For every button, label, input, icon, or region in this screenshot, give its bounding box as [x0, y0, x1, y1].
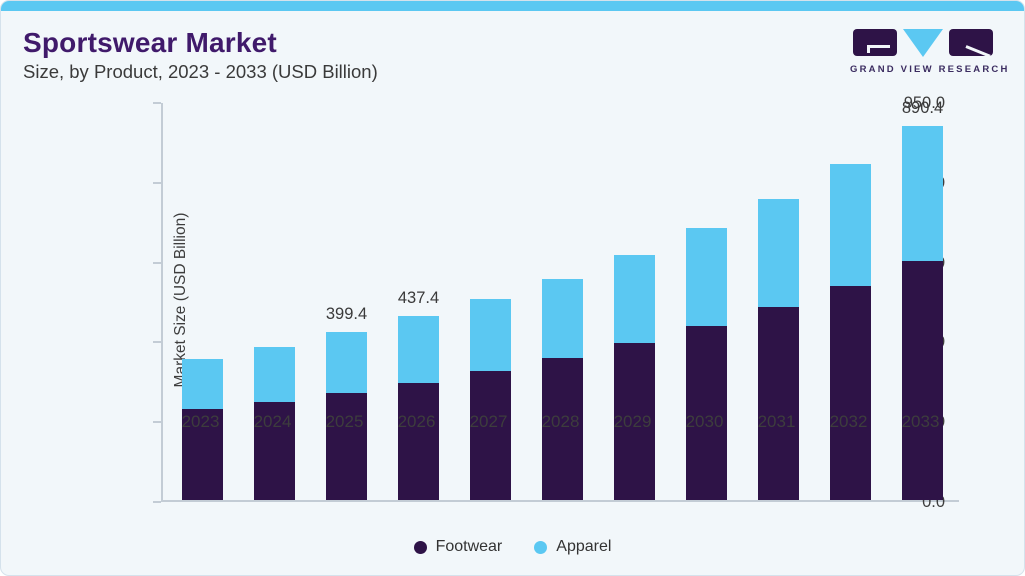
bar-segment-footwear: [614, 342, 655, 500]
y-tick-mark: [153, 261, 161, 264]
bar-segment-footwear: [830, 285, 871, 500]
bar-segment-footwear: [758, 307, 799, 500]
bar-value-label: 890.4: [901, 99, 944, 118]
bar-segment-apparel: [542, 278, 583, 358]
bar-segment-apparel: [686, 228, 727, 327]
y-tick-mark: [153, 102, 161, 104]
legend-label: Apparel: [556, 538, 612, 555]
y-tick-label: 950.0: [903, 94, 945, 112]
gvr-logo-v-icon: [903, 29, 943, 57]
bar-segment-footwear: [398, 382, 439, 500]
x-tick-label: 2031: [757, 412, 796, 431]
x-tick-label: 2028: [541, 412, 580, 431]
x-tick-label: 2032: [829, 412, 868, 431]
bar-segment-apparel: [614, 254, 655, 343]
y-tick-mark: [153, 421, 161, 424]
gvr-logo-r-icon: [949, 29, 993, 56]
x-tick-label: 2024: [253, 412, 292, 431]
logo-r-stroke: [965, 44, 991, 56]
x-tick-label: 2025: [325, 412, 364, 431]
brand-logo: GRAND VIEW RESEARCH: [850, 29, 1010, 75]
bar-segment-footwear: [686, 326, 727, 500]
legend-item: Footwear: [413, 538, 503, 556]
bar-segment-apparel: [398, 316, 439, 383]
bar-segment-footwear: [902, 260, 943, 500]
bar-segment-apparel: [470, 298, 511, 372]
bar-segment-apparel: [326, 332, 367, 394]
y-tick-mark: [153, 181, 161, 184]
brand-name: GRAND VIEW RESEARCH: [850, 64, 1010, 75]
bar-segment-apparel: [182, 359, 223, 410]
x-tick-label: 2029: [613, 412, 652, 431]
x-tick-label: 2030: [685, 412, 724, 431]
bar-segment-footwear: [542, 357, 583, 500]
accent-top-strip: [1, 1, 1024, 11]
brand-logo-marks: [850, 29, 996, 57]
legend-label: Footwear: [435, 538, 503, 555]
x-tick-label: 2027: [469, 412, 508, 431]
x-tick-label: 2026: [397, 412, 436, 431]
bar-segment-footwear: [470, 371, 511, 500]
logo-g-stroke-tick: [867, 45, 871, 54]
bar-value-label: 399.4: [325, 305, 368, 324]
y-tick-mark: [153, 501, 161, 503]
chart-title: Sportswear Market: [23, 27, 277, 58]
bar-segment-apparel: [902, 126, 943, 261]
legend-item: Apparel: [534, 538, 611, 556]
chart-subtitle: Size, by Product, 2023 - 2033 (USD Billi…: [23, 61, 378, 82]
bar-segment-apparel: [758, 198, 799, 308]
bar-segment-footwear: [254, 402, 295, 500]
x-tick-label: 2033: [901, 412, 940, 431]
logo-g-stroke: [867, 45, 890, 49]
x-tick-label: 2023: [181, 412, 220, 431]
bar-segment-footwear: [326, 393, 367, 500]
bar-value-label: 437.4: [397, 289, 440, 308]
plot-area: Market Size (USD Billion) 0.0190.0380.05…: [153, 94, 959, 511]
gvr-logo-g-icon: [853, 29, 897, 56]
y-tick-mark: [153, 341, 161, 344]
legend-swatch-icon: [534, 540, 548, 554]
bar-segment-apparel: [254, 346, 295, 403]
bar-segment-footwear: [182, 409, 223, 500]
bar-segment-apparel: [830, 164, 871, 286]
legend: Footwear Apparel: [1, 538, 1024, 556]
legend-swatch-icon: [413, 540, 427, 554]
